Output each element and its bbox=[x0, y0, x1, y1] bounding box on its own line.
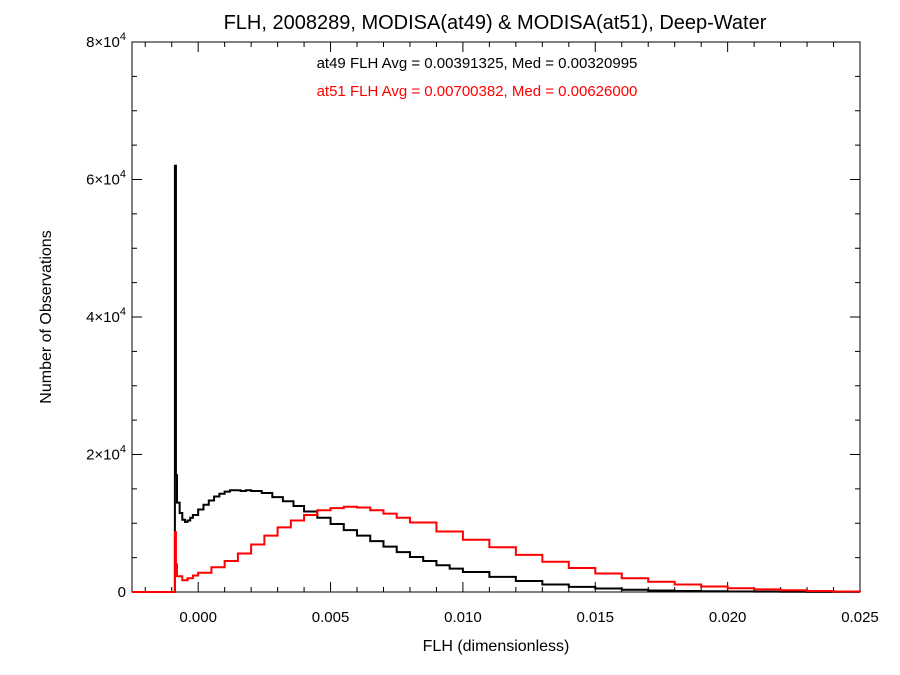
y-tick-label: 0 bbox=[118, 584, 126, 601]
y-axis: 0 2×104 4×104 6×104 8×104 bbox=[86, 31, 860, 601]
x-tick-label: 0.025 bbox=[841, 609, 879, 626]
annotation-at51: at51 FLH Avg = 0.00700382, Med = 0.00626… bbox=[317, 83, 638, 100]
x-tick-label: 0.015 bbox=[576, 609, 614, 626]
y-tick-label: 8×104 bbox=[86, 31, 126, 51]
x-tick-label: 0.010 bbox=[444, 609, 482, 626]
x-tick-label: 0.000 bbox=[179, 609, 217, 626]
x-tick-label: 0.020 bbox=[709, 609, 747, 626]
chart-title: FLH, 2008289, MODISA(at49) & MODISA(at51… bbox=[224, 12, 767, 34]
x-tick-label: 0.005 bbox=[312, 609, 350, 626]
x-axis: 0.000 0.005 0.010 0.015 0.020 0.025 bbox=[144, 42, 879, 626]
x-axis-label: FLH (dimensionless) bbox=[423, 638, 570, 655]
y-tick-label: 4×104 bbox=[86, 306, 126, 326]
y-tick-label: 6×104 bbox=[86, 169, 126, 189]
y-axis-label: Number of Observations bbox=[38, 230, 55, 403]
plot-frame bbox=[131, 41, 861, 593]
series-layer bbox=[132, 164, 861, 593]
annotation-at49: at49 FLH Avg = 0.00391325, Med = 0.00320… bbox=[317, 55, 638, 72]
series-line-at49 bbox=[132, 164, 861, 593]
y-tick-label: 2×104 bbox=[86, 444, 126, 464]
series-line-at51 bbox=[132, 505, 861, 593]
